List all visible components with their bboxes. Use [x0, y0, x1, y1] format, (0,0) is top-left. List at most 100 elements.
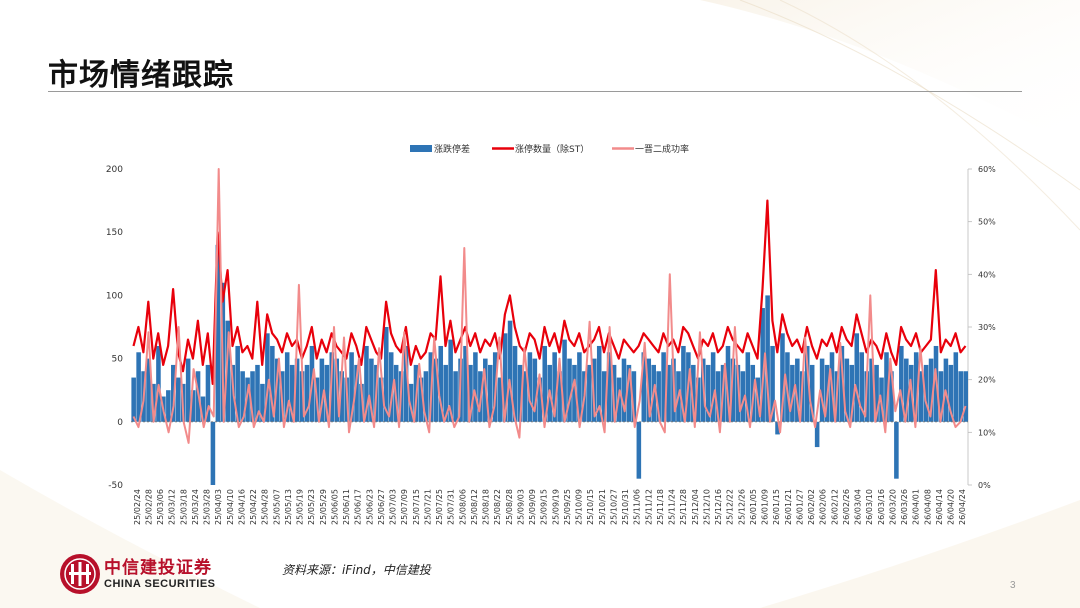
bar [532, 358, 538, 422]
bar [522, 371, 528, 422]
bar [606, 352, 612, 422]
x-tick-label: 25/08/22 [493, 489, 502, 525]
bar [849, 364, 855, 422]
y-left-tick-label: 50 [112, 355, 124, 365]
bar [359, 383, 364, 422]
x-tick-label: 25/05/23 [307, 489, 316, 525]
bar [710, 352, 716, 422]
x-tick-label: 26/04/20 [947, 489, 956, 525]
x-tick-label: 25/05/29 [319, 489, 328, 525]
x-tick-label: 25/07/25 [435, 489, 444, 525]
page-title: 市场情绪跟踪 [48, 58, 234, 93]
x-tick-label: 26/04/08 [923, 489, 932, 525]
bar [894, 421, 899, 479]
y-right-tick-label: 10% [978, 428, 996, 437]
bar [804, 345, 810, 422]
bar [289, 364, 295, 422]
x-tick-label: 25/08/28 [505, 489, 514, 525]
x-tick-label: 25/09/19 [551, 489, 560, 525]
x-tick-label: 25/05/07 [272, 489, 281, 525]
bar [438, 345, 444, 422]
bar [884, 352, 889, 422]
bar [601, 371, 607, 422]
bar [899, 345, 904, 422]
x-tick-label: 25/10/09 [575, 489, 584, 525]
bar [487, 364, 493, 422]
x-tick-label: 25/10/27 [609, 489, 618, 525]
bar [364, 345, 369, 422]
y-right-tick-label: 60% [978, 165, 996, 174]
x-tick-label: 26/04/14 [935, 489, 944, 525]
legend-swatch-bar [410, 145, 432, 152]
bar [913, 352, 919, 422]
bar [354, 364, 359, 422]
chart-legend: 涨跌停差 涨停数量（除ST） 一晋二成功率 [410, 143, 689, 155]
bar [255, 364, 260, 422]
bar [250, 371, 255, 422]
x-tick-label: 25/05/19 [296, 489, 305, 525]
bar [918, 371, 924, 422]
bar [557, 371, 562, 422]
bar [235, 345, 240, 422]
x-tick-label: 25/12/26 [737, 489, 746, 525]
y-left-tick-label: 150 [106, 228, 123, 238]
bar [240, 371, 245, 422]
bar [512, 345, 518, 422]
y-right-tick-label: 20% [978, 376, 996, 385]
x-tick-label: 26/04/01 [912, 489, 921, 525]
bar [260, 383, 265, 422]
x-tick-label: 25/11/24 [668, 489, 677, 525]
bar [418, 377, 424, 422]
bar [131, 377, 136, 422]
bar [185, 358, 191, 422]
x-tick-label: 25/07/09 [400, 489, 409, 525]
x-tick-label: 25/11/06 [633, 489, 642, 525]
bar [839, 345, 845, 422]
bar [760, 308, 765, 422]
bar [443, 364, 448, 422]
bar [423, 371, 429, 422]
bar [200, 396, 206, 422]
bar [770, 345, 775, 422]
logo-text-cn: 中信建投证券 [104, 558, 212, 578]
bar [388, 352, 394, 422]
bar [175, 377, 181, 422]
bar [691, 364, 696, 422]
bar [572, 364, 577, 422]
bar [790, 364, 795, 422]
bar [562, 339, 567, 422]
bar [468, 364, 473, 422]
x-tick-label: 26/01/09 [761, 489, 770, 525]
x-tick-label: 26/02/06 [819, 489, 828, 525]
bar [661, 352, 666, 422]
x-tick-label: 25/03/06 [156, 489, 165, 525]
x-tick-label: 25/03/24 [191, 489, 200, 525]
bar [324, 364, 330, 422]
x-tick-label: 25/10/31 [621, 489, 630, 525]
bar [225, 320, 231, 422]
bar [889, 371, 894, 422]
x-tick-label: 25/11/28 [679, 489, 688, 525]
bar [552, 352, 557, 422]
bar [319, 358, 325, 422]
bar [780, 333, 785, 422]
bar [379, 377, 384, 422]
bar [577, 352, 582, 422]
y-axis-right: 60% 50% 40% 30% 20% 10% 0% [967, 165, 996, 490]
x-tick-label: 26/03/26 [900, 489, 909, 525]
x-tick-label: 25/06/23 [365, 489, 374, 525]
bar [725, 345, 731, 422]
bar [904, 358, 909, 422]
line-series-promotion-rate [132, 168, 967, 444]
bar [740, 371, 746, 422]
x-axis: 25/02/24 25/02/28 25/03/06 25/03/12 25/03/18… [133, 489, 967, 525]
bar [349, 352, 354, 422]
bar [448, 339, 453, 422]
bar [938, 371, 944, 422]
bar [369, 358, 374, 422]
x-tick-label: 25/06/17 [354, 489, 363, 525]
bar [730, 358, 736, 422]
x-tick-label: 25/11/12 [644, 489, 653, 525]
x-tick-label: 25/04/03 [214, 489, 223, 525]
